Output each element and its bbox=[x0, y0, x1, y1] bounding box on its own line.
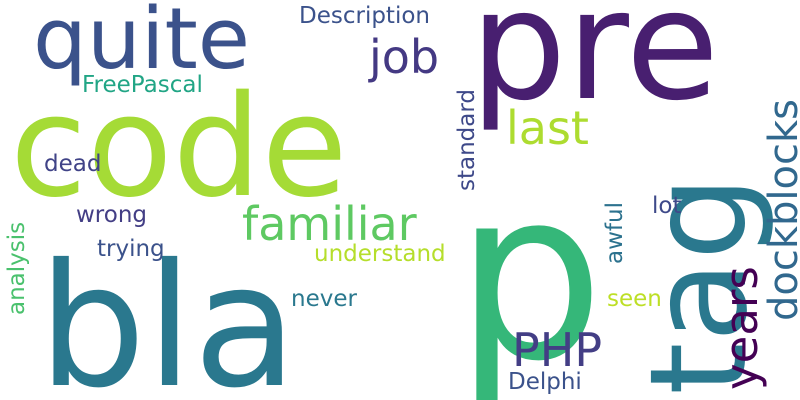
word-years: years bbox=[715, 266, 768, 390]
word-bla: bla bbox=[38, 228, 297, 400]
word-understand: understand bbox=[314, 241, 446, 267]
word-dead: dead bbox=[44, 151, 101, 177]
word-Description: Description bbox=[299, 3, 430, 29]
word-dockblocks: dockblocks bbox=[761, 99, 800, 321]
word-Delphi: Delphi bbox=[508, 369, 582, 395]
word-quite: quite bbox=[33, 0, 250, 89]
word-FreePascal: FreePascal bbox=[82, 72, 203, 98]
word-lot: lot bbox=[652, 193, 681, 219]
word-tag: tag bbox=[621, 175, 777, 395]
word-analysis: analysis bbox=[4, 222, 30, 315]
word-code: code bbox=[10, 66, 348, 229]
word-awful: awful bbox=[602, 202, 628, 264]
word-never: never bbox=[291, 286, 357, 312]
word-familiar: familiar bbox=[242, 197, 417, 251]
word-trying: trying bbox=[97, 236, 165, 262]
word-p: p bbox=[455, 140, 604, 400]
word-job: job bbox=[368, 30, 439, 84]
word-PHP: PHP bbox=[512, 323, 602, 377]
word-standard: standard bbox=[454, 89, 480, 191]
word-pre: pre bbox=[470, 0, 719, 134]
word-wrong: wrong bbox=[76, 202, 147, 228]
word-seen: seen bbox=[607, 286, 662, 312]
word-last: last bbox=[506, 101, 589, 155]
